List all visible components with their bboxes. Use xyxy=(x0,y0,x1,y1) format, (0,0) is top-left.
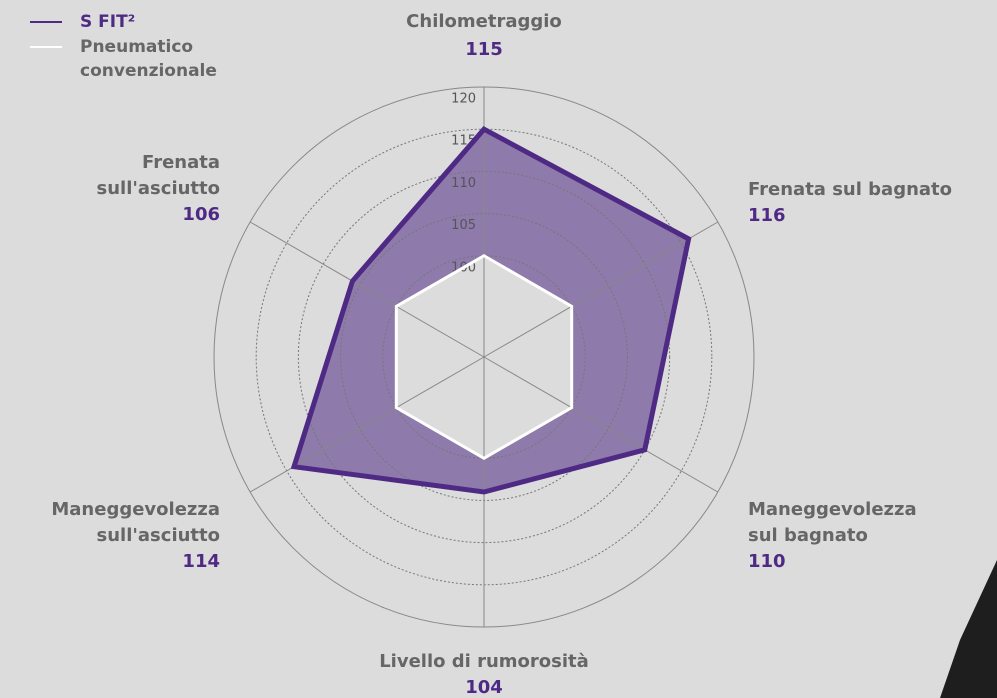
category-label: Chilometraggio xyxy=(334,9,634,35)
category-label: Livello di rumorosità xyxy=(284,649,684,675)
value-label: 104 xyxy=(284,675,684,698)
chart: 100105110115120 xyxy=(0,0,997,698)
r-tick-label: 120 xyxy=(451,92,476,107)
category-label: Maneggevolezza sul bagnato xyxy=(748,497,938,549)
value-label: 114 xyxy=(0,549,220,575)
value-label: 116 xyxy=(748,203,997,229)
value-label: 110 xyxy=(748,549,938,575)
value-label: 106 xyxy=(20,202,220,228)
r-tick-label: 110 xyxy=(451,176,476,191)
legend-label: S FIT² xyxy=(80,10,250,34)
r-tick-label: 105 xyxy=(451,218,476,233)
category-label: Frenata sul bagnato xyxy=(748,177,997,203)
legend-label: Pneumatico convenzionale xyxy=(80,35,250,83)
category-label: Frenata sull'asciutto xyxy=(20,150,220,202)
category-label: Maneggevolezza sull'asciutto xyxy=(0,497,220,549)
tire-image xyxy=(940,560,997,698)
value-label: 115 xyxy=(334,37,634,63)
page: 100105110115120 Chilometraggio115Frenata… xyxy=(0,0,997,698)
